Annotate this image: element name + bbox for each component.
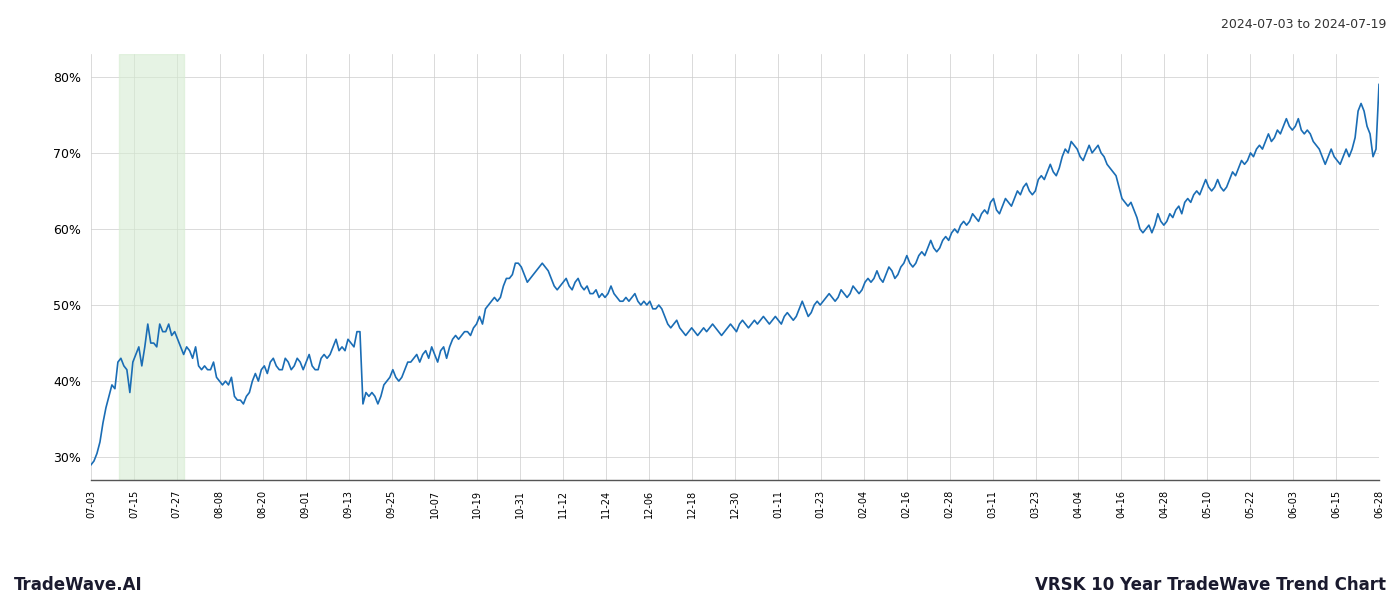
Bar: [119, 54, 183, 480]
Text: TradeWave.AI: TradeWave.AI: [14, 576, 143, 594]
Text: 2024-07-03 to 2024-07-19: 2024-07-03 to 2024-07-19: [1221, 18, 1386, 31]
Text: VRSK 10 Year TradeWave Trend Chart: VRSK 10 Year TradeWave Trend Chart: [1035, 576, 1386, 594]
